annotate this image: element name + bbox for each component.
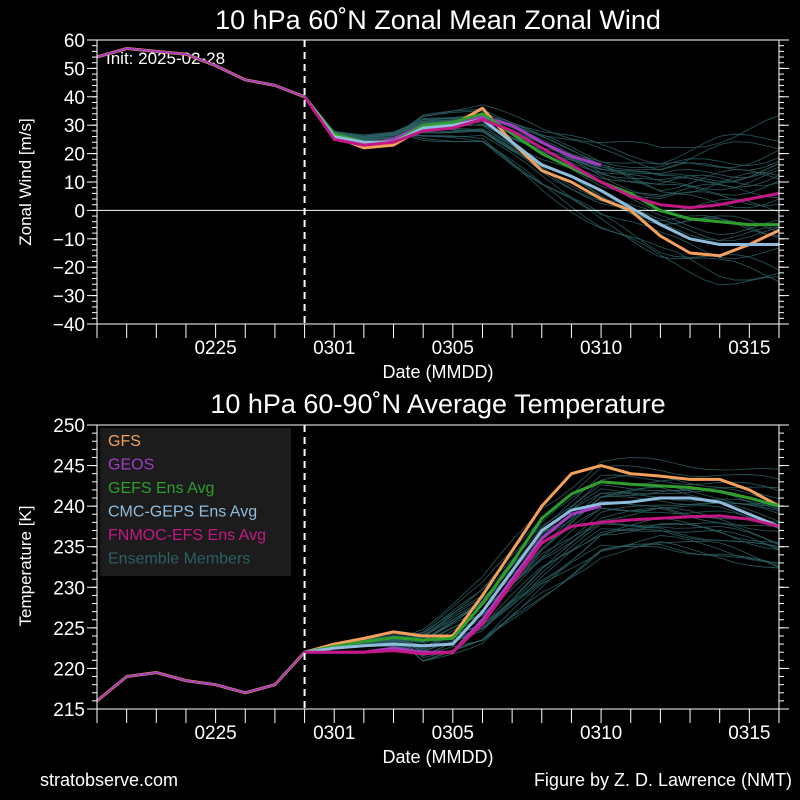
init-annotation: Init: 2025-02-28 <box>106 49 225 68</box>
ensemble-member-line <box>304 508 780 653</box>
ensemble-member-line <box>304 545 780 662</box>
y-tick-label: 225 <box>53 619 85 640</box>
temperature-chart: 10 hPa 60-90˚N Average Temperature Tempe… <box>16 389 789 767</box>
y-tick-label: 250 <box>53 416 85 437</box>
legend-entry: FNMOC-EFS Ens Avg <box>108 527 266 544</box>
x-tick-label: 0315 <box>728 723 770 744</box>
x-tick-label: 0225 <box>194 723 236 744</box>
series-line-gfs <box>303 95 780 258</box>
footer-source[interactable]: stratobserve.com <box>40 770 179 790</box>
y-tick-label: 0 <box>74 201 85 222</box>
ensemble-member-line <box>304 96 780 207</box>
series-line-gfs <box>304 464 780 654</box>
y-tick-label: 60 <box>64 31 85 52</box>
series-line-fnmoc <box>303 95 780 210</box>
ensemble-member-line <box>304 96 780 149</box>
y-tick-label: 50 <box>64 59 85 80</box>
x-tick-label: 0225 <box>194 338 236 359</box>
y-tick-label: −40 <box>53 315 85 336</box>
x-tick-label: 0301 <box>313 338 355 359</box>
legend-box <box>100 428 291 576</box>
wind-chart-title: 10 hPa 60˚N Zonal Mean Zonal Wind <box>215 5 661 35</box>
y-tick-label: 235 <box>53 538 85 559</box>
legend-entry: GEFS Ens Avg <box>108 480 214 497</box>
history-line <box>96 47 305 98</box>
y-tick-label: −30 <box>53 287 85 308</box>
temperature-chart-ylabel: Temperature [K] <box>16 506 35 627</box>
series-line-cmc <box>304 496 780 654</box>
y-tick-label: 240 <box>53 497 85 518</box>
y-tick-label: 245 <box>53 457 85 478</box>
footer-credit: Figure by Z. D. Lawrence (NMT) <box>533 770 792 790</box>
y-tick-label: 220 <box>53 659 85 680</box>
axes-frame <box>96 424 780 710</box>
wind-chart-xlabel: Date (MMDD) <box>383 362 494 382</box>
x-tick-label: 0301 <box>313 723 355 744</box>
ensemble-member-line <box>304 505 780 653</box>
y-tick-label: 10 <box>64 173 85 194</box>
y-tick-label: −20 <box>53 258 85 279</box>
x-tick-label: 0315 <box>728 338 770 359</box>
x-tick-label: 0305 <box>432 723 474 744</box>
temperature-chart-title: 10 hPa 60-90˚N Average Temperature <box>210 389 665 419</box>
ensemble-member-line <box>304 96 780 178</box>
legend-entry: Ensemble Members <box>108 551 250 568</box>
ensemble-member-line <box>304 96 780 260</box>
wind-chart: 10 hPa 60˚N Zonal Mean Zonal Wind Zonal … <box>16 5 789 382</box>
history-line <box>96 651 306 702</box>
y-tick-label: 20 <box>64 145 85 166</box>
legend-entry: GFS <box>108 433 141 450</box>
temperature-chart-xlabel: Date (MMDD) <box>383 747 494 767</box>
ensemble-member-line <box>304 96 780 213</box>
wind-chart-ylabel: Zonal Wind [m/s] <box>16 118 35 246</box>
wind-plot-area: −40 −30 −20 −10 0 10 20 30 40 50 60 0225 0301 0305 031… <box>53 31 789 359</box>
ensemble-member-line <box>304 517 780 653</box>
ensemble-member-line <box>304 96 780 168</box>
x-tick-label: 0310 <box>580 338 622 359</box>
legend: GFS GEOS GEFS Ens Avg CMC-GEPS Ens Avg FNMOC… <box>100 428 291 576</box>
y-tick-label: 215 <box>53 700 85 721</box>
y-tick-label: 30 <box>64 116 85 137</box>
y-tick-label: 40 <box>64 88 85 109</box>
y-tick-label: −10 <box>53 230 85 251</box>
legend-entry: GEOS <box>108 457 154 474</box>
legend-entry: CMC-GEPS Ens Avg <box>108 504 257 521</box>
series-line-gefs <box>304 480 780 654</box>
temperature-plot-area: 215 220 225 230 235 240 245 250 0225 0301 0305 0310… <box>53 416 789 744</box>
series-line-fnmoc <box>304 514 780 656</box>
y-tick-label: 230 <box>53 578 85 599</box>
x-tick-label: 0310 <box>580 723 622 744</box>
x-tick-label: 0305 <box>432 338 474 359</box>
